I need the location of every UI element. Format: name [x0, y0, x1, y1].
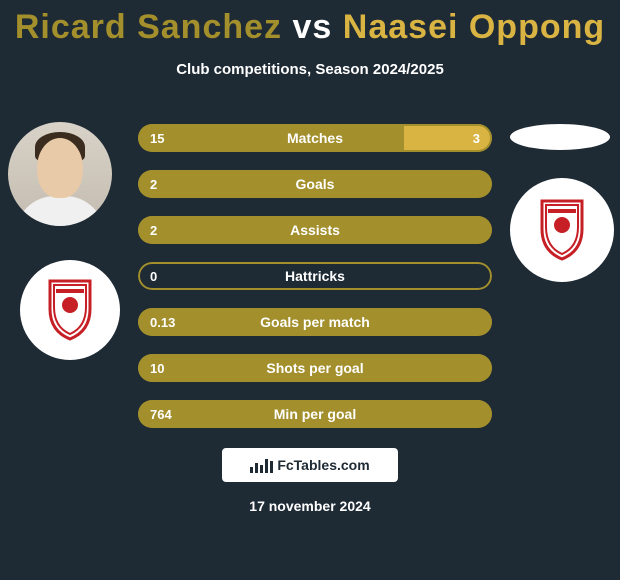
stat-row: 153Matches: [138, 124, 492, 152]
stat-row: 10Shots per goal: [138, 354, 492, 382]
stat-label: Assists: [138, 216, 492, 244]
subtitle: Club competitions, Season 2024/2025: [0, 61, 620, 78]
stats-list: 153Matches 2Goals 2Assists 0Hattricks 0.13Go…: [138, 124, 492, 446]
club2-logo: [510, 178, 614, 282]
stat-label: Matches: [138, 124, 492, 152]
stat-row: 0Hattricks: [138, 262, 492, 290]
stat-label: Hattricks: [138, 262, 492, 290]
avatar-head: [37, 138, 83, 198]
branding-label: FcTables.com: [277, 457, 369, 473]
player2-avatar: [510, 124, 610, 150]
title-player2: Naasei Oppong: [343, 8, 605, 46]
date-label: 17 november 2024: [0, 498, 620, 514]
stat-row: 2Assists: [138, 216, 492, 244]
stat-label: Goals per match: [138, 308, 492, 336]
shield-icon: [46, 279, 94, 341]
stat-label: Shots per goal: [138, 354, 492, 382]
page-title: Ricard Sanchez vs Naasei Oppong: [0, 0, 620, 47]
shield-icon: [538, 199, 586, 261]
title-vs: vs: [293, 8, 333, 46]
avatar-shirt: [15, 196, 105, 226]
chart-icon: [250, 457, 273, 473]
stat-label: Goals: [138, 170, 492, 198]
stat-row: 0.13Goals per match: [138, 308, 492, 336]
title-player1: Ricard Sanchez: [15, 8, 282, 46]
branding-badge: FcTables.com: [222, 448, 398, 482]
stat-row: 2Goals: [138, 170, 492, 198]
stat-label: Min per goal: [138, 400, 492, 428]
player1-avatar: [8, 122, 112, 226]
club1-logo: [20, 260, 120, 360]
comparison-card: Ricard Sanchez vs Naasei Oppong Club com…: [0, 0, 620, 580]
stat-row: 764Min per goal: [138, 400, 492, 428]
